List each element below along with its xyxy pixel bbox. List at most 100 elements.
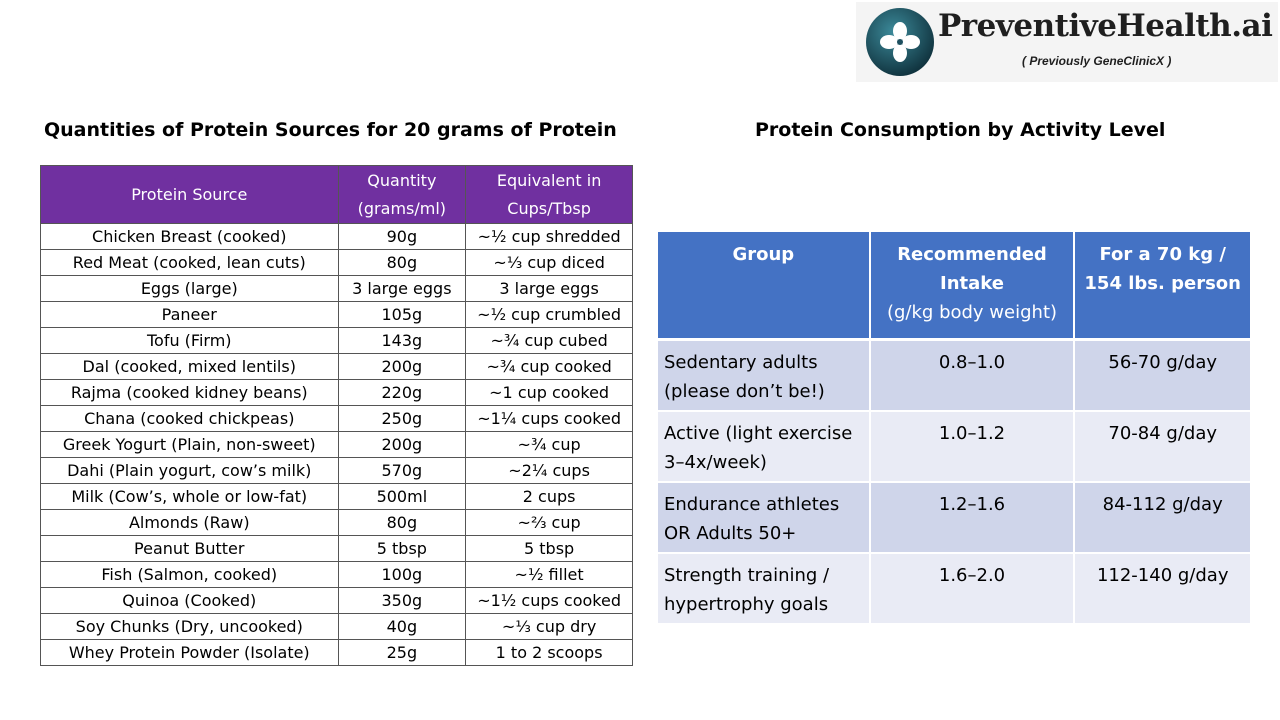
cell-protein-source: Fish (Salmon, cooked) bbox=[40, 561, 339, 588]
table-row: Paneer 105g ~½ cup crumbled bbox=[40, 301, 633, 328]
cell-equivalent: 1 to 2 scoops bbox=[465, 639, 633, 666]
cell-equivalent: ~½ fillet bbox=[465, 561, 633, 588]
cell-group: Endurance athletes OR Adults 50+ bbox=[658, 482, 871, 554]
cell-equivalent: 2 cups bbox=[465, 483, 633, 510]
cell-protein-source: Chana (cooked chickpeas) bbox=[40, 405, 339, 432]
header-protein-source: Protein Source bbox=[40, 165, 339, 224]
table-row: Fish (Salmon, cooked) 100g ~½ fillet bbox=[40, 561, 633, 588]
brand-name: PreventiveHealth.ai bbox=[938, 8, 1273, 44]
cell-equivalent: ~¾ cup cubed bbox=[465, 327, 633, 354]
header-group: Group bbox=[658, 232, 871, 341]
cell-quantity: 350g bbox=[337, 587, 467, 614]
cell-quantity: 25g bbox=[337, 639, 467, 666]
cell-quantity: 500ml bbox=[337, 483, 467, 510]
header-recommended-intake: Recommended Intake (g/kg body weight) bbox=[869, 232, 1076, 341]
cell-protein-source: Chicken Breast (cooked) bbox=[40, 223, 339, 250]
table-row: Dahi (Plain yogurt, cow’s milk) 570g ~2¼ c… bbox=[40, 457, 633, 484]
group-line: Sedentary adults bbox=[664, 352, 818, 373]
table-row: Tofu (Firm) 143g ~¾ cup cubed bbox=[40, 327, 633, 354]
cell-protein-source: Eggs (large) bbox=[40, 275, 339, 302]
cell-protein-source: Tofu (Firm) bbox=[40, 327, 339, 354]
protein-sources-table: Protein Source Quantity (grams/ml) Equiva… bbox=[40, 165, 633, 666]
cell-protein-source: Greek Yogurt (Plain, non-sweet) bbox=[40, 431, 339, 458]
group-line: Endurance athletes bbox=[664, 494, 840, 515]
group-line: 3–4x/week) bbox=[664, 452, 767, 473]
table-row: Almonds (Raw) 80g ~⅔ cup bbox=[40, 509, 633, 536]
brand-logo: PreventiveHealth.ai ( Previously GeneCli… bbox=[856, 2, 1278, 82]
table-row: Dal (cooked, mixed lentils) 200g ~¾ cup co… bbox=[40, 353, 633, 380]
group-line: OR Adults 50+ bbox=[664, 523, 797, 544]
table-row: Soy Chunks (Dry, uncooked) 40g ~⅓ cup dry bbox=[40, 613, 633, 640]
cell-quantity: 570g bbox=[337, 457, 467, 484]
header-per-person: For a 70 kg / 154 lbs. person bbox=[1074, 232, 1252, 341]
table-row: Milk (Cow’s, whole or low-fat) 500ml 2 cup… bbox=[40, 483, 633, 510]
cell-equivalent: ~⅓ cup diced bbox=[465, 249, 633, 276]
cell-per-person: 84-112 g/day bbox=[1074, 482, 1252, 554]
cell-quantity: 143g bbox=[337, 327, 467, 354]
table-header-row: Protein Source Quantity (grams/ml) Equiva… bbox=[40, 165, 633, 224]
table-row: Endurance athletes OR Adults 50+ 1.2–1.6 84… bbox=[658, 482, 1252, 554]
table-row: Red Meat (cooked, lean cuts) 80g ~⅓ cup di… bbox=[40, 249, 633, 276]
cell-equivalent: ~½ cup shredded bbox=[465, 223, 633, 250]
cell-quantity: 80g bbox=[337, 249, 467, 276]
activity-level-table: Group Recommended Intake (g/kg body weig… bbox=[658, 232, 1252, 625]
cell-protein-source: Whey Protein Powder (Isolate) bbox=[40, 639, 339, 666]
cell-quantity: 40g bbox=[337, 613, 467, 640]
cell-protein-source: Rajma (cooked kidney beans) bbox=[40, 379, 339, 406]
cell-protein-source: Paneer bbox=[40, 301, 339, 328]
cell-equivalent: ~2¼ cups bbox=[465, 457, 633, 484]
group-line: Active (light exercise bbox=[664, 423, 853, 444]
cell-intake: 0.8–1.0 bbox=[869, 339, 1076, 412]
cell-protein-source: Quinoa (Cooked) bbox=[40, 587, 339, 614]
cell-quantity: 220g bbox=[337, 379, 467, 406]
table-row: Strength training / hypertrophy goals 1.6–… bbox=[658, 553, 1252, 625]
activity-level-title: Protein Consumption by Activity Level bbox=[755, 119, 1166, 141]
table-row: Peanut Butter 5 tbsp 5 tbsp bbox=[40, 535, 633, 562]
cell-group: Sedentary adults (please don’t be!) bbox=[658, 339, 871, 412]
cell-equivalent: 5 tbsp bbox=[465, 535, 633, 562]
cell-quantity: 100g bbox=[337, 561, 467, 588]
cell-quantity: 80g bbox=[337, 509, 467, 536]
cell-quantity: 5 tbsp bbox=[337, 535, 467, 562]
cell-equivalent: ~¾ cup cooked bbox=[465, 353, 633, 380]
group-line: Strength training / bbox=[664, 565, 830, 586]
protein-sources-title: Quantities of Protein Sources for 20 gra… bbox=[44, 119, 617, 141]
cell-equivalent: ~¾ cup bbox=[465, 431, 633, 458]
cell-group: Strength training / hypertrophy goals bbox=[658, 553, 871, 625]
cell-protein-source: Milk (Cow’s, whole or low-fat) bbox=[40, 483, 339, 510]
cell-intake: 1.2–1.6 bbox=[869, 482, 1076, 554]
cell-quantity: 200g bbox=[337, 431, 467, 458]
cell-equivalent: ~1 cup cooked bbox=[465, 379, 633, 406]
cell-equivalent: ~⅓ cup dry bbox=[465, 613, 633, 640]
cell-quantity: 250g bbox=[337, 405, 467, 432]
cell-quantity: 200g bbox=[337, 353, 467, 380]
table-row: Chicken Breast (cooked) 90g ~½ cup shredde… bbox=[40, 223, 633, 250]
cell-protein-source: Soy Chunks (Dry, uncooked) bbox=[40, 613, 339, 640]
cell-protein-source: Dahi (Plain yogurt, cow’s milk) bbox=[40, 457, 339, 484]
table-row: Eggs (large) 3 large eggs 3 large eggs bbox=[40, 275, 633, 302]
table-row: Chana (cooked chickpeas) 250g ~1¼ cups coo… bbox=[40, 405, 633, 432]
table-header-row: Group Recommended Intake (g/kg body weig… bbox=[658, 232, 1252, 341]
table-row: Active (light exercise 3–4x/week) 1.0–1.2 7… bbox=[658, 411, 1252, 483]
cell-equivalent: ~½ cup crumbled bbox=[465, 301, 633, 328]
cell-intake: 1.6–2.0 bbox=[869, 553, 1076, 625]
group-line: hypertrophy goals bbox=[664, 594, 829, 615]
cell-protein-source: Peanut Butter bbox=[40, 535, 339, 562]
table-row: Rajma (cooked kidney beans) 220g ~1 cup co… bbox=[40, 379, 633, 406]
brand-subtitle: ( Previously GeneClinicX ) bbox=[1022, 54, 1172, 68]
cell-intake: 1.0–1.2 bbox=[869, 411, 1076, 483]
cell-protein-source: Red Meat (cooked, lean cuts) bbox=[40, 249, 339, 276]
cell-per-person: 56-70 g/day bbox=[1074, 339, 1252, 412]
table-row: Greek Yogurt (Plain, non-sweet) 200g ~¾ cu… bbox=[40, 431, 633, 458]
cell-protein-source: Almonds (Raw) bbox=[40, 509, 339, 536]
cell-per-person: 70-84 g/day bbox=[1074, 411, 1252, 483]
cell-quantity: 3 large eggs bbox=[337, 275, 467, 302]
group-line: (please don’t be!) bbox=[664, 381, 825, 402]
cell-equivalent: ~1¼ cups cooked bbox=[465, 405, 633, 432]
cell-quantity: 105g bbox=[337, 301, 467, 328]
cell-equivalent: ~1½ cups cooked bbox=[465, 587, 633, 614]
table-row: Sedentary adults (please don’t be!) 0.8–1.… bbox=[658, 339, 1252, 412]
cell-per-person: 112-140 g/day bbox=[1074, 553, 1252, 625]
table-row: Whey Protein Powder (Isolate) 25g 1 to 2 s… bbox=[40, 639, 633, 666]
cell-equivalent: 3 large eggs bbox=[465, 275, 633, 302]
